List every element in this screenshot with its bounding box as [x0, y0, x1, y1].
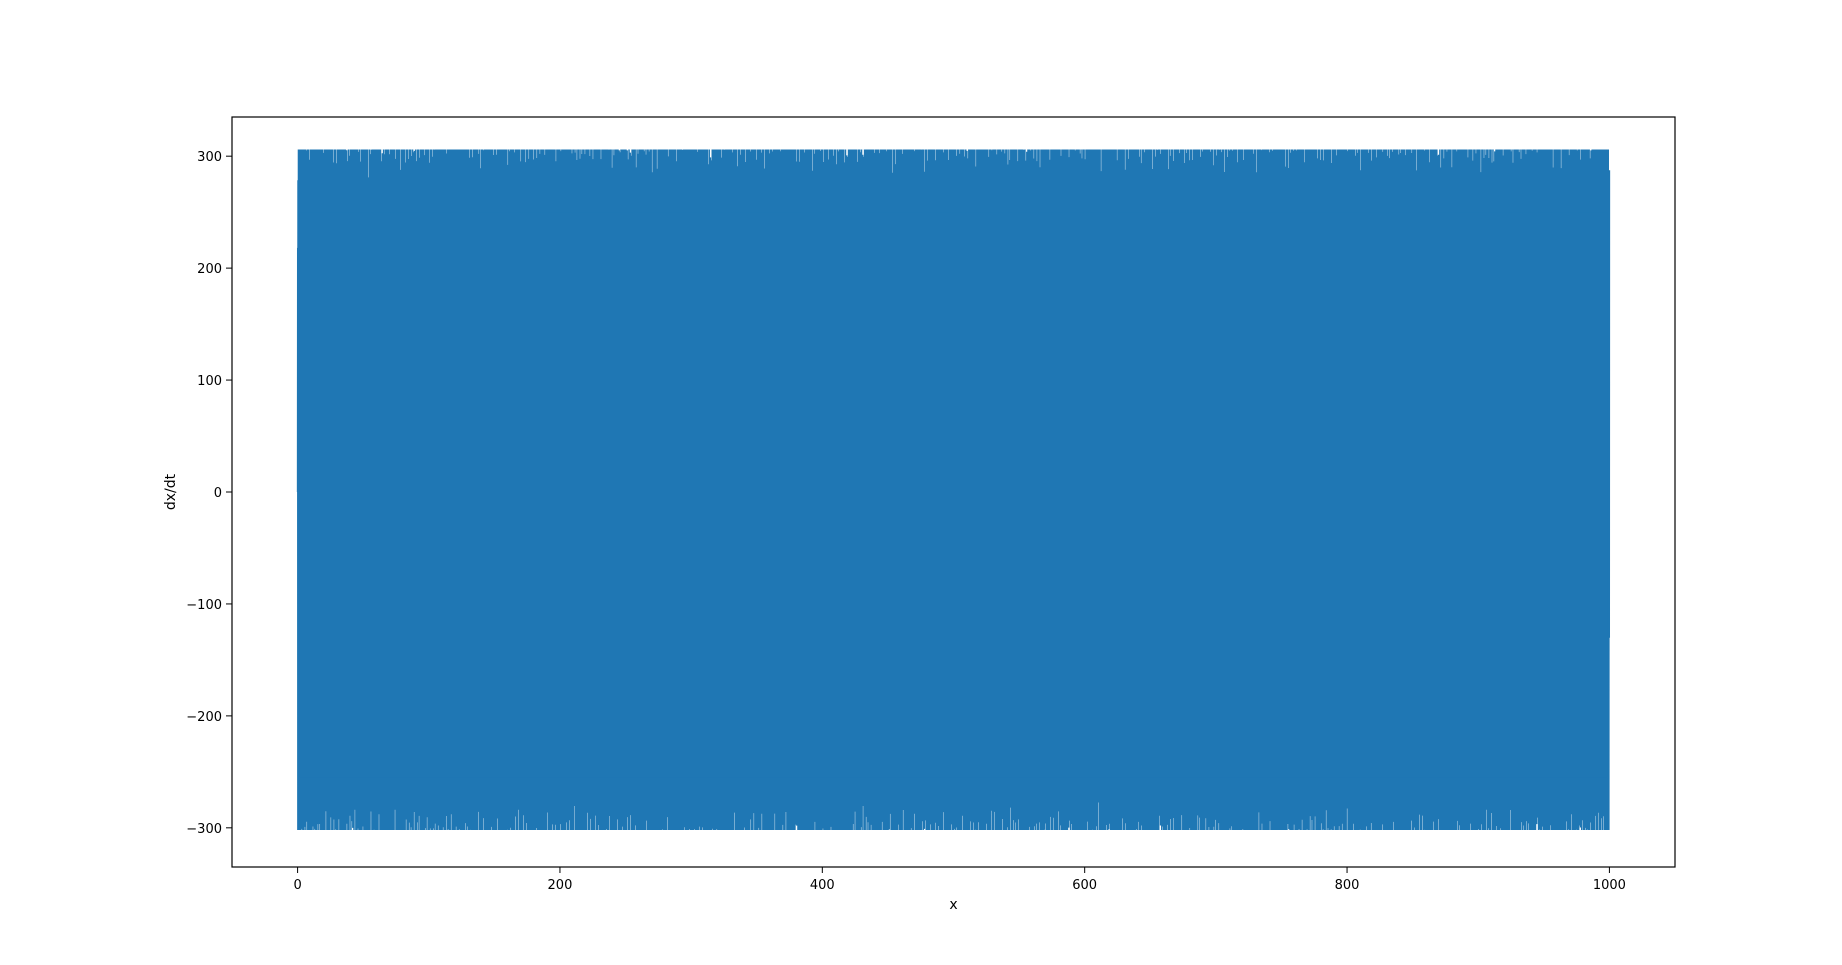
x-axis-label: x — [949, 897, 957, 913]
x-tick-label: 600 — [1072, 878, 1097, 893]
x-axis: 0 200 400 600 800 1000 — [293, 867, 1626, 893]
x-tick-label: 400 — [810, 878, 835, 893]
y-tick-label: 300 — [197, 150, 222, 165]
y-tick-label: 200 — [197, 262, 222, 277]
x-tick-label: 200 — [548, 878, 573, 893]
y-axis: −300 −200 −100 0 100 200 300 — [186, 150, 232, 837]
y-tick-label: −300 — [186, 822, 222, 837]
y-tick-label: −100 — [186, 598, 222, 613]
x-tick-label: 0 — [293, 878, 301, 893]
y-tick-label: −200 — [186, 710, 222, 725]
x-tick-label: 800 — [1335, 878, 1360, 893]
plot-area — [296, 149, 1611, 831]
series-band-0 — [299, 212, 1608, 778]
x-tick-label: 1000 — [1593, 878, 1626, 893]
y-tick-label: 100 — [197, 374, 222, 389]
y-axis-label: dx/dt — [163, 473, 179, 510]
y-tick-label: 0 — [214, 486, 222, 501]
